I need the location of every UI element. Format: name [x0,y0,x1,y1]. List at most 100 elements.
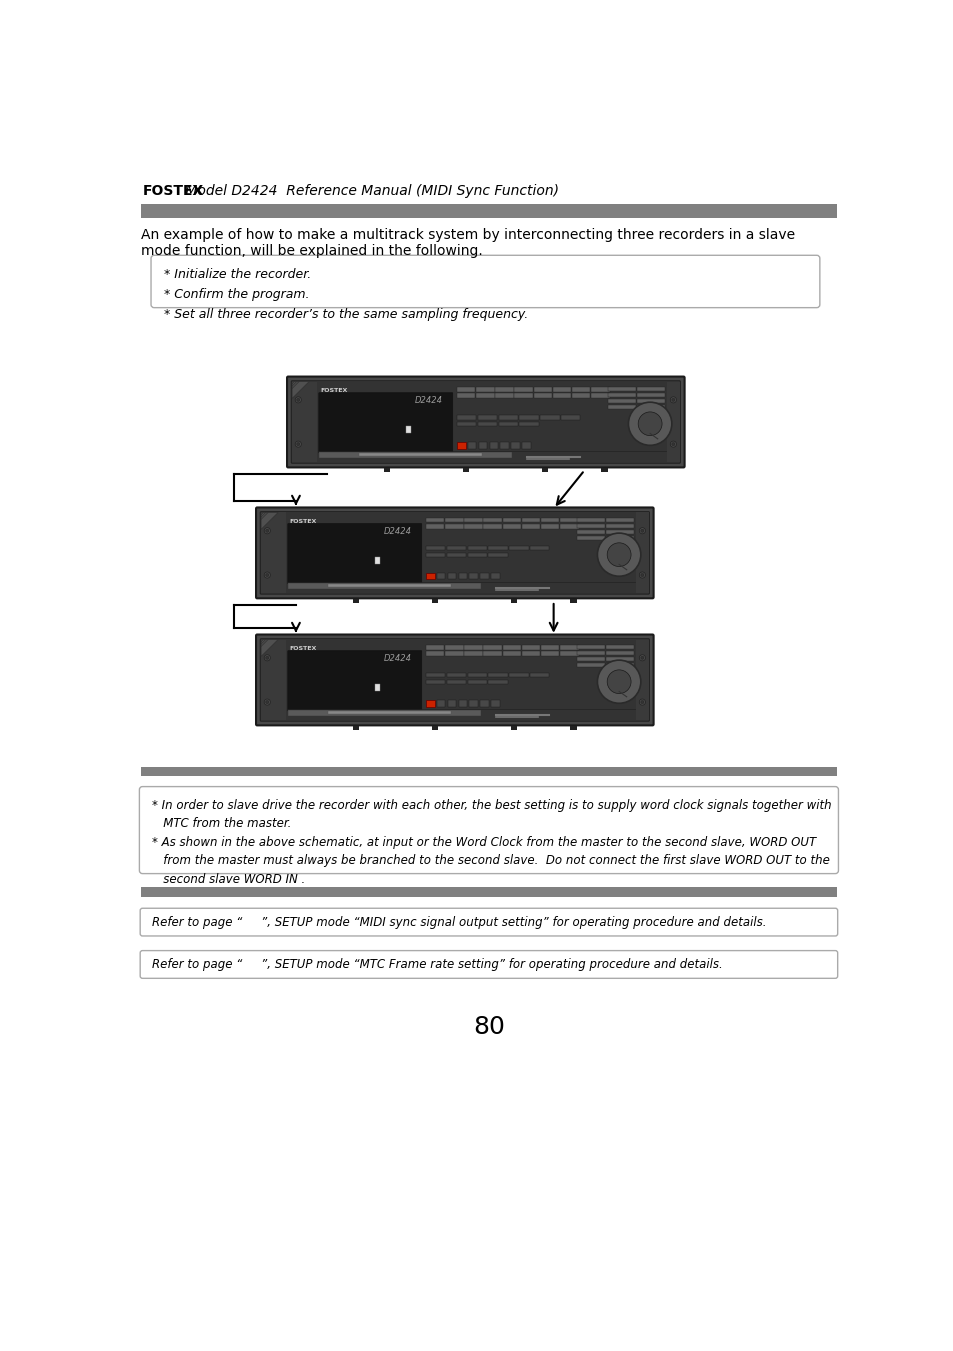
Bar [533,386,552,392]
Circle shape [266,657,269,659]
Bar [328,711,450,715]
Bar [502,651,520,655]
FancyBboxPatch shape [255,508,653,598]
Bar [572,393,590,397]
Bar [511,598,517,603]
Circle shape [640,701,643,704]
Bar [605,651,633,655]
Polygon shape [261,512,278,530]
Circle shape [628,403,671,446]
Circle shape [671,399,674,401]
FancyBboxPatch shape [287,377,684,467]
Bar [436,700,445,707]
Bar [488,673,507,677]
Bar [591,386,609,392]
Circle shape [264,698,270,705]
Bar [292,381,316,462]
Bar [483,644,501,650]
Bar [577,651,604,655]
Bar [426,553,445,558]
Circle shape [296,443,299,446]
Bar [540,651,558,655]
Bar [488,546,507,550]
Bar [141,204,836,219]
Bar [488,553,507,558]
Bar [426,644,444,650]
FancyBboxPatch shape [318,393,453,453]
Bar [483,517,501,523]
Bar [514,393,533,397]
Bar [426,651,444,655]
Bar [608,405,636,409]
Bar [426,524,444,528]
Bar [446,680,466,685]
Bar [540,524,558,528]
Bar [570,598,576,603]
Bar [605,663,633,667]
Bar [316,381,666,462]
Bar [637,400,664,403]
FancyBboxPatch shape [151,255,819,308]
Bar [426,546,445,550]
Bar [540,517,558,523]
Bar [286,512,636,593]
Bar [552,386,571,392]
Bar [608,393,636,397]
Bar [605,517,633,521]
Bar [375,557,379,563]
FancyBboxPatch shape [139,786,838,874]
FancyBboxPatch shape [255,635,653,725]
Text: FOSTEX: FOSTEX [290,519,316,524]
Bar [445,524,463,528]
Bar [489,442,497,449]
Bar [458,700,467,707]
Bar [405,426,411,432]
Bar [488,680,507,685]
Text: Refer to page “     ”, SETUP mode “MIDI sync signal output setting” for operatin: Refer to page “ ”, SETUP mode “MIDI sync… [152,916,765,928]
Bar [605,536,633,540]
Bar [483,651,501,655]
Circle shape [638,412,661,435]
Bar [577,517,604,521]
Bar [288,584,480,589]
Bar [498,422,517,427]
Text: 80: 80 [473,1015,504,1039]
Bar [479,700,488,707]
Circle shape [639,655,645,661]
Circle shape [640,657,643,659]
Bar [358,453,481,457]
Bar [533,393,552,397]
Bar [464,517,482,523]
Bar [509,546,528,550]
Bar [559,517,578,523]
Circle shape [266,530,269,532]
Circle shape [670,440,676,447]
Bar [502,644,520,650]
Bar [637,405,664,409]
FancyBboxPatch shape [291,381,679,463]
Bar [456,393,475,397]
Bar [600,467,607,471]
Text: FOSTEX: FOSTEX [142,184,204,197]
Bar [491,573,499,580]
Bar [570,725,576,730]
Bar [521,517,539,523]
Circle shape [294,397,301,403]
Circle shape [266,701,269,704]
Text: FOSTEX: FOSTEX [290,646,316,651]
Bar [446,546,466,550]
Bar [446,553,466,558]
Text: Model D2424  Reference Manual (MIDI Sync Function): Model D2424 Reference Manual (MIDI Sync … [181,184,558,197]
Text: * In order to slave drive the recorder with each other, the best setting is to s: * In order to slave drive the recorder w… [152,798,831,886]
Bar [464,524,482,528]
Bar [462,467,469,471]
Bar [552,393,571,397]
Circle shape [671,443,674,446]
Bar [577,644,604,648]
Bar [495,393,513,397]
Bar [509,673,528,677]
Bar [426,573,435,580]
Circle shape [640,573,643,577]
Bar [467,673,486,677]
Bar [608,400,636,403]
